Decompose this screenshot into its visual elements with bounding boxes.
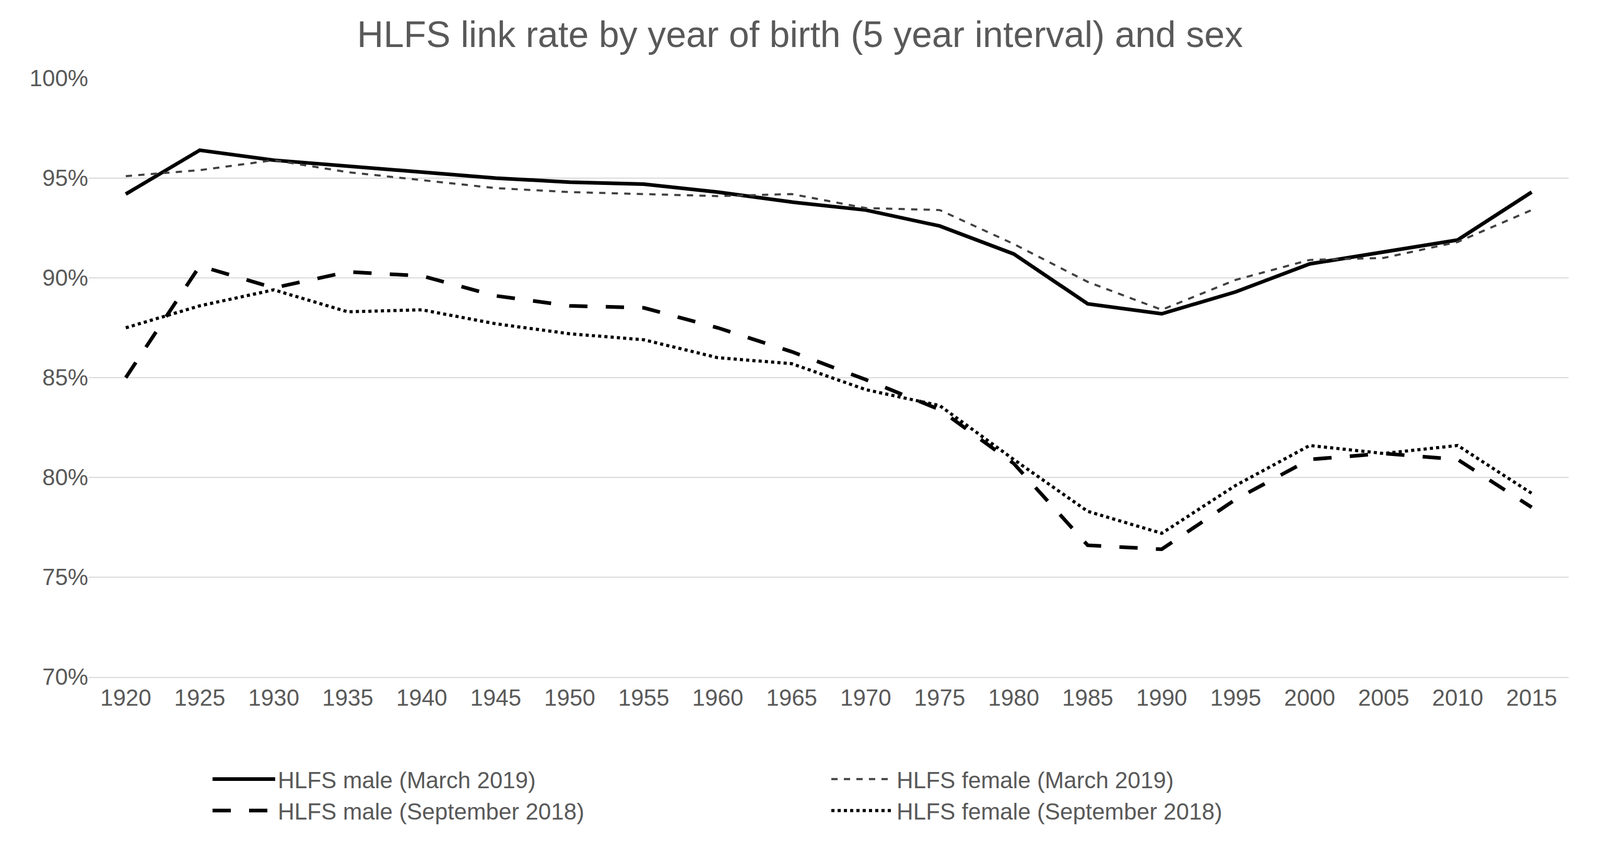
svg-text:2000: 2000	[1284, 684, 1336, 711]
svg-text:HLFS link rate by year of birt: HLFS link rate by year of birth (5 year …	[357, 14, 1243, 55]
svg-text:80%: 80%	[42, 464, 89, 490]
svg-text:1975: 1975	[914, 684, 966, 711]
svg-text:85%: 85%	[42, 364, 89, 391]
svg-text:1940: 1940	[396, 684, 448, 711]
svg-text:1985: 1985	[1062, 684, 1114, 711]
svg-text:HLFS male (March 2019): HLFS male (March 2019)	[277, 767, 536, 793]
svg-text:2010: 2010	[1432, 684, 1484, 711]
svg-text:95%: 95%	[42, 165, 89, 191]
svg-text:1980: 1980	[987, 684, 1040, 711]
svg-text:1955: 1955	[618, 684, 670, 711]
svg-text:HLFS female (March 2019): HLFS female (March 2019)	[896, 767, 1174, 793]
svg-text:1935: 1935	[322, 684, 374, 711]
svg-text:1965: 1965	[766, 684, 818, 711]
svg-text:1920: 1920	[100, 684, 152, 711]
svg-text:HLFS female (September 2018): HLFS female (September 2018)	[896, 798, 1223, 825]
svg-text:2015: 2015	[1506, 684, 1558, 711]
svg-text:1925: 1925	[174, 684, 226, 711]
svg-text:HLFS male (September 2018): HLFS male (September 2018)	[277, 798, 585, 825]
svg-text:1945: 1945	[469, 684, 522, 711]
svg-text:1950: 1950	[544, 684, 596, 711]
svg-text:2005: 2005	[1358, 684, 1410, 711]
svg-text:75%: 75%	[42, 563, 89, 590]
svg-text:100%: 100%	[29, 65, 89, 91]
svg-text:1960: 1960	[692, 684, 744, 711]
svg-text:70%: 70%	[42, 663, 89, 690]
svg-text:1970: 1970	[840, 684, 892, 711]
svg-text:1990: 1990	[1136, 684, 1188, 711]
svg-text:90%: 90%	[42, 264, 89, 291]
svg-text:1930: 1930	[248, 684, 300, 711]
svg-text:1995: 1995	[1209, 684, 1262, 711]
